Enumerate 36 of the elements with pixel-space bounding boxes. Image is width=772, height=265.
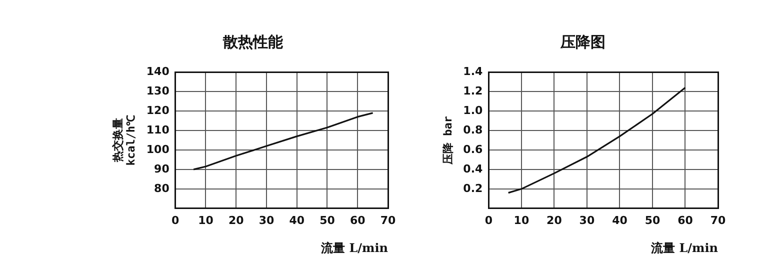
chart-title: 压降图 (560, 32, 606, 51)
chart-title: 散热性能 (222, 32, 284, 51)
x-tick-label: 10 (514, 214, 530, 227)
x-tick-label: 0 (172, 214, 180, 227)
y-tick-label: 0.6 (463, 142, 484, 156)
y-tick-label: 140 (146, 64, 170, 78)
y-tick-label: 1.0 (463, 104, 484, 117)
x-axis-title: 流量 L/min (320, 240, 388, 255)
x-tick-label: 50 (320, 214, 336, 227)
x-tick-label: 40 (612, 214, 628, 227)
x-tick-label: 70 (710, 214, 726, 227)
y-tick-label: 0.2 (463, 182, 483, 195)
x-tick-label: 70 (380, 214, 396, 227)
x-tick-label: 30 (579, 214, 595, 227)
y-tick-label: 1.4 (463, 64, 484, 78)
x-tick-label: 20 (228, 214, 244, 227)
x-tick-label: 60 (350, 214, 366, 227)
x-tick-label: 0 (484, 214, 493, 227)
x-tick-label: 50 (644, 214, 660, 227)
y-axis-title: 压降 bar (441, 116, 454, 166)
y-tick-label: 0.8 (463, 123, 483, 136)
y-tick-label: 120 (146, 104, 170, 117)
y-tick-label: 110 (146, 123, 170, 136)
x-tick-label: 20 (546, 214, 562, 227)
x-tick-label: 10 (198, 214, 214, 227)
y-tick-label: 0.4 (463, 162, 484, 176)
y-tick-label: 100 (146, 142, 170, 156)
y-axis-title: 热交换量 kcal/h℃ (111, 114, 138, 166)
x-tick-label: 30 (258, 214, 274, 227)
y-tick-label: 1.2 (463, 84, 483, 98)
y-tick-label: 80 (154, 182, 170, 195)
x-tick-label: 40 (289, 214, 305, 227)
y-tick-label: 90 (154, 162, 170, 176)
x-axis-title: 流量 L/min (650, 240, 718, 255)
y-tick-label: 130 (146, 84, 170, 98)
x-tick-label: 60 (678, 214, 694, 227)
